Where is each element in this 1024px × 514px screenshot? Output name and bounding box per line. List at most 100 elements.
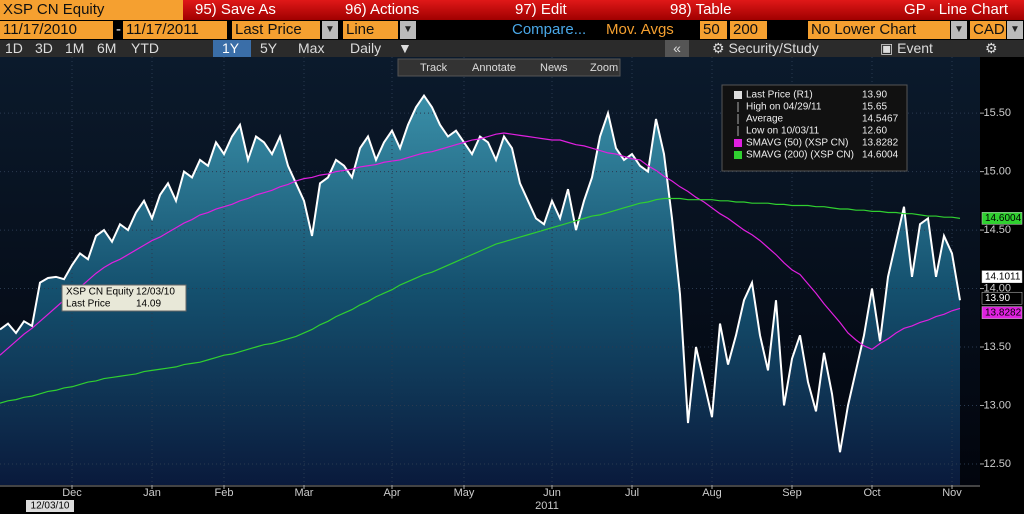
x-tick-label: Oct [863,487,880,499]
chart-tools: Track Annotate News Zoom [397,58,621,77]
tooltip-title: XSP CN Equity [66,287,134,298]
period-tab[interactable]: 1M [65,40,85,56]
menu-item[interactable]: 96) Actions [345,1,420,18]
legend-swatch [734,151,742,159]
legend-value: 14.6004 [862,150,899,161]
cursor-date: 12/03/10 [31,501,70,512]
ticker-field[interactable]: XSP CN Equity [0,0,183,20]
tooltip-box [61,284,187,312]
settings-button[interactable]: ⚙ [985,40,998,56]
x-tick-label: Nov [942,487,962,499]
legend-value: 15.65 [862,102,887,113]
mov-avg-field[interactable]: 200 [730,21,767,39]
x-tick-label: Dec [62,487,82,499]
event-button[interactable]: ▣ Event [880,40,933,56]
dropdown[interactable]: ▼ [951,21,967,39]
legend-label: Last Price (R1) [746,90,813,101]
period-tab[interactable]: 1Y [222,40,240,56]
start-date[interactable]: 11/17/2010 [0,21,113,39]
period-tab[interactable]: YTD [131,40,159,56]
legend-swatch [734,139,742,147]
period-tab[interactable]: 6M [97,40,117,56]
legend-label: High on 04/29/11 [746,102,822,113]
dropdown[interactable]: ▼ [322,21,338,39]
price-tag-label: 13.90 [985,293,1010,304]
legend: Last Price (R1) 13.90 High on 04/29/11 15.6… [721,84,908,172]
y-tick-label: 13.50 [983,341,1011,353]
period-tab[interactable]: 3D [35,40,53,56]
series-line [0,132,961,356]
x-tick-label: Jan [143,487,161,499]
price-tag-label: 13.8282 [985,307,1022,318]
legend-value: 14.5467 [862,114,899,125]
price-chart: 12/03/10 2011 12.5013.0013.5014.0014.501… [0,57,1024,514]
x-tick-label: Jul [625,487,639,499]
price-tag [981,212,1023,225]
period-tab[interactable]: 5Y [260,40,278,56]
y-tick-label: 15.50 [983,107,1011,119]
legend-value: 12.60 [862,126,887,137]
lower-chart-select[interactable]: No Lower Chart [808,21,950,39]
mov-avgs-label: Mov. Avgs [606,21,674,38]
legend-box [721,84,908,172]
y-tick-label: 12.50 [983,458,1011,470]
x-tick-label: May [454,487,475,499]
y-tick-label: 13.00 [983,399,1011,411]
tool-button[interactable]: News [540,62,568,74]
label: Event [897,40,933,56]
price-tag [981,291,1023,305]
y-tick-label: 14.50 [983,224,1011,236]
menu-item[interactable]: 97) Edit [515,1,567,18]
price-area [0,95,960,486]
x-tick-label: Feb [215,487,234,499]
tooltip-value: 14.09 [136,299,161,310]
style-select[interactable]: Line [343,21,398,39]
legend-value: 13.90 [862,90,887,101]
series-line [0,93,961,453]
y-tick-label: 14.00 [983,282,1011,294]
x-tick-label: Aug [702,487,722,499]
menu-bar [0,0,1024,20]
dropdown[interactable]: ▼ [398,40,412,56]
tool-button[interactable]: Track [420,62,448,74]
y-tick-label: 15.00 [983,166,1011,178]
tooltip-date: 12/03/10 [136,287,175,298]
legend-label: Average [746,114,784,125]
legend-label: SMAVG (200) (XSP CN) [746,150,854,161]
selected-period-bg [213,40,251,57]
series-line [0,197,961,404]
period-tab[interactable]: 1D [5,40,23,56]
window-title: GP - Line Chart [904,1,1008,18]
legend-label: SMAVG (50) (XSP CN) [746,138,848,149]
dropdown[interactable]: ▼ [1007,21,1023,39]
date-separator: - [116,21,121,38]
compare-button[interactable]: Compare... [512,21,587,38]
dropdown[interactable]: ▼ [400,21,416,39]
period-tab[interactable]: Max [298,40,325,56]
security-study-button[interactable]: ⚙ Security/Study [712,40,819,56]
legend-swatch [734,91,742,99]
price-tag [981,270,1023,283]
currency-select[interactable]: CAD [970,21,1006,39]
x-tick-label: Jun [543,487,561,499]
x-tick-label: Apr [383,487,400,499]
tool-button[interactable]: Zoom [590,62,618,74]
field-select[interactable]: Last Price [232,21,320,39]
end-date[interactable]: 11/17/2011 [123,21,227,39]
frequency-select[interactable]: Daily [350,40,382,56]
menu-item[interactable]: 98) Table [670,1,732,18]
price-tag-label: 14.6004 [985,213,1022,224]
year-label: 2011 [535,500,559,512]
legend-value: 13.8282 [862,138,899,149]
period-bar [0,40,1024,57]
label: Security/Study [728,40,819,56]
tooltip-label: Last Price [66,299,111,310]
mov-avg-field[interactable]: 50 [700,21,727,39]
menu-item[interactable]: 95) Save As [195,1,276,18]
tool-button[interactable]: Annotate [472,62,516,74]
x-tick-label: Sep [782,487,802,499]
price-tag [981,306,1023,319]
collapse-button[interactable]: « [665,40,689,57]
tooltip: XSP CN Equity 12/03/10 Last Price 14.09 [61,284,187,312]
